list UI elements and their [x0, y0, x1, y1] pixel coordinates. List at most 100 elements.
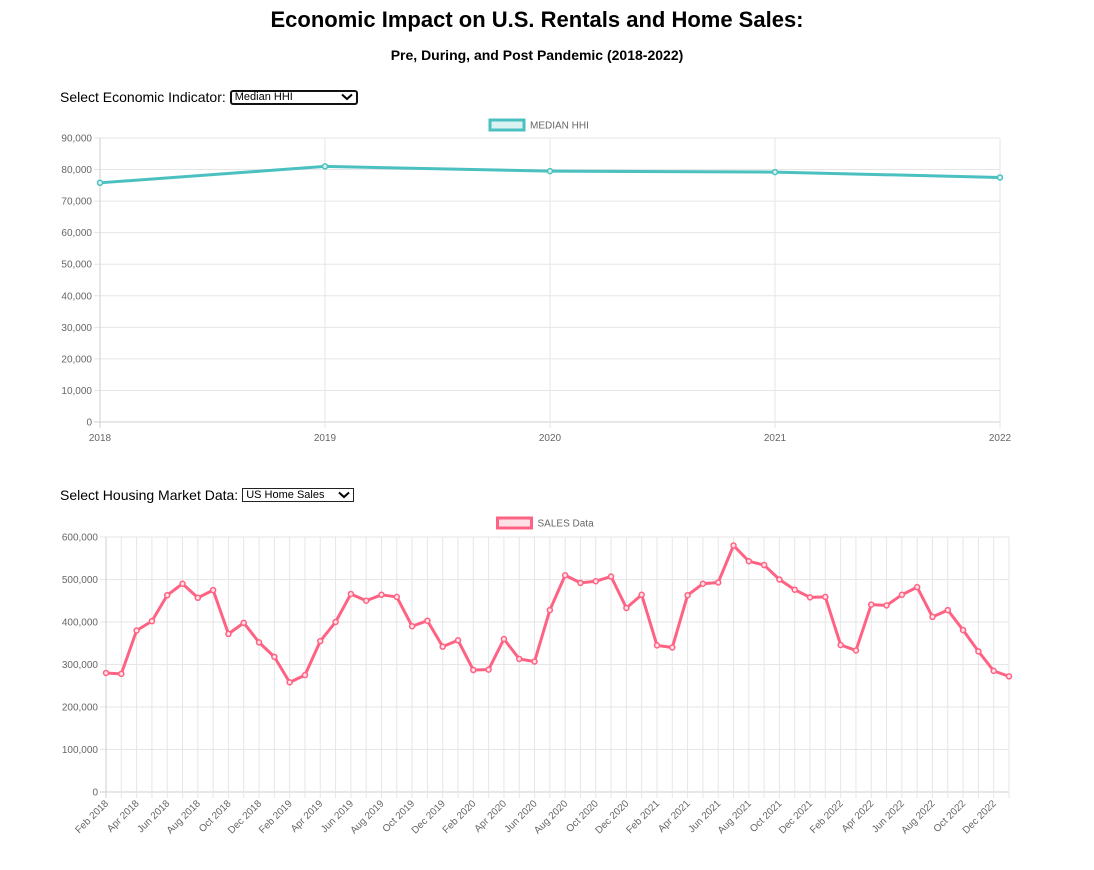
data-point: [470, 666, 477, 674]
data-point: [515, 655, 523, 663]
data-point: [148, 617, 156, 625]
data-point: [944, 606, 952, 614]
economic-indicator-control: Select Economic Indicator: Median HHI: [60, 89, 358, 105]
data-point: [607, 573, 615, 580]
data-point: [317, 637, 324, 645]
page-subtitle: Pre, During, and Post Pandemic (2018-202…: [390, 47, 684, 63]
y-tick-label: 10,000: [61, 386, 92, 397]
y-tick-label: 300,000: [62, 660, 99, 671]
housing-market-select[interactable]: US Home Sales: [242, 488, 355, 502]
data-point: [546, 167, 554, 175]
data-point: [393, 593, 401, 601]
y-tick-label: 80,000: [61, 165, 92, 176]
data-point: [898, 591, 906, 599]
data-point: [500, 635, 508, 643]
data-point: [730, 542, 737, 549]
data-point: [271, 653, 278, 661]
y-tick-label: 400,000: [62, 618, 99, 629]
data-point: [791, 586, 798, 593]
data-point: [975, 648, 982, 655]
data-point: [546, 606, 554, 614]
economic-indicator-label: Select Economic Indicator:: [60, 89, 226, 105]
x-tick-label: 2021: [764, 433, 787, 444]
data-point: [439, 643, 446, 650]
data-point: [561, 572, 569, 579]
x-tick-label: Feb 2021: [624, 798, 662, 836]
y-tick-label: 0: [86, 418, 92, 429]
housing-market-control: Select Housing Market Data: US Home Sale…: [60, 487, 355, 503]
y-tick-label: 20,000: [61, 354, 92, 365]
y-tick-label: 70,000: [61, 197, 92, 208]
legend-swatch: [488, 118, 526, 132]
y-tick-label: 30,000: [61, 323, 92, 334]
data-point: [806, 594, 814, 601]
data-point: [684, 591, 691, 599]
data-point: [408, 623, 416, 630]
data-point: [745, 557, 753, 565]
x-tick-label: Aug 2019: [349, 798, 387, 836]
data-point: [638, 591, 645, 599]
economic-indicator-value: Median HHI: [234, 91, 293, 103]
series-line: [105, 544, 1010, 684]
data-point: [623, 604, 630, 612]
data-point: [852, 647, 860, 654]
x-tick-label: 2020: [539, 433, 562, 444]
x-tick-label: 2022: [989, 433, 1012, 444]
x-tick-label: Feb 2022: [808, 798, 846, 836]
y-tick-label: 60,000: [61, 228, 92, 239]
data-point: [332, 618, 339, 626]
economic-indicator-select[interactable]: Median HHI: [229, 89, 358, 105]
data-point: [771, 168, 779, 176]
data-point: [378, 591, 385, 599]
data-point: [714, 579, 722, 586]
median-hhi-chart: 0 10,000 20,000 30,000 40,000 50,000 60,000 70,…: [61, 118, 1012, 444]
data-point: [240, 619, 247, 627]
data-point: [883, 602, 890, 609]
x-tick-label: Aug 2022: [900, 798, 938, 836]
legend-label: MEDIAN HHI: [530, 121, 589, 132]
x-tick-label: Feb 2020: [441, 798, 479, 836]
data-point: [699, 580, 707, 587]
data-point: [194, 594, 202, 602]
y-tick-label: 0: [92, 788, 98, 799]
y-tick-label: 500,000: [62, 575, 99, 586]
data-point: [424, 617, 431, 624]
data-point: [669, 644, 676, 651]
page-title: Economic Impact on U.S. Rentals and Home…: [270, 7, 804, 32]
data-point: [776, 576, 783, 583]
data-point: [301, 671, 309, 679]
legend-swatch: [496, 516, 533, 530]
data-point: [592, 577, 600, 585]
data-point: [485, 666, 492, 673]
y-tick-label: 90,000: [61, 134, 92, 145]
data-point: [163, 591, 171, 599]
x-tick-label: Aug 2020: [532, 798, 570, 836]
data-point: [347, 590, 355, 598]
x-tick-label: Aug 2021: [716, 798, 754, 836]
data-point: [990, 667, 997, 675]
data-point: [286, 679, 293, 686]
x-tick-label: 2019: [314, 433, 337, 444]
x-tick-label: Dec 2022: [961, 798, 999, 836]
x-tick-label: Feb 2018: [73, 798, 111, 836]
y-tick-label: 600,000: [62, 533, 99, 544]
data-point: [822, 593, 829, 601]
y-tick-label: 40,000: [61, 291, 92, 302]
data-point: [179, 580, 186, 587]
y-tick-label: 50,000: [61, 260, 92, 271]
data-point: [362, 597, 370, 604]
data-point: [959, 626, 967, 634]
data-point: [102, 669, 110, 677]
housing-market-value: US Home Sales: [246, 489, 325, 501]
data-point: [837, 641, 844, 649]
x-tick-label: Feb 2019: [257, 798, 295, 836]
data-point: [255, 639, 263, 646]
data-point: [577, 579, 584, 587]
data-point: [913, 583, 921, 591]
data-point: [996, 174, 1004, 181]
data-point: [531, 658, 538, 665]
legend-label: SALES Data: [538, 519, 595, 530]
data-point: [929, 613, 936, 621]
y-tick-label: 100,000: [62, 745, 99, 756]
data-point: [1005, 673, 1013, 680]
